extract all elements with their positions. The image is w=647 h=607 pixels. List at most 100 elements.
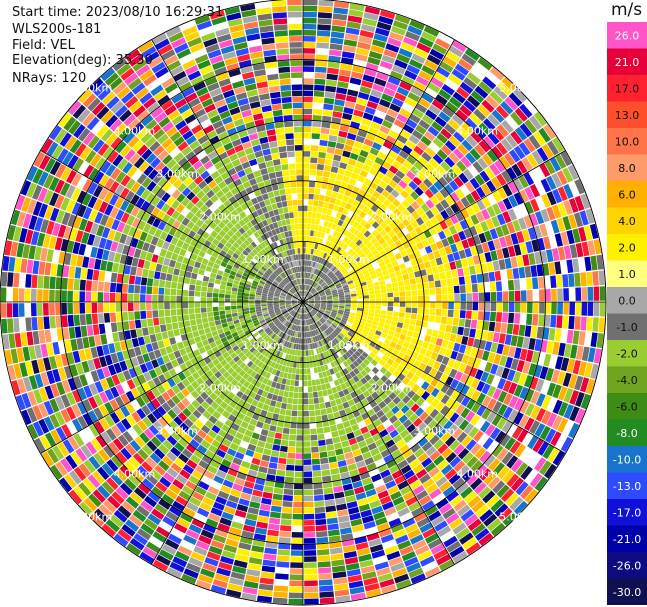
velocity-gate (478, 486, 492, 499)
velocity-gate (352, 449, 362, 457)
velocity-gate (260, 356, 267, 363)
velocity-gate (443, 332, 451, 341)
velocity-gate (295, 319, 299, 325)
velocity-gate (397, 459, 409, 469)
velocity-gate (297, 417, 303, 423)
velocity-gate (267, 294, 274, 298)
velocity-gate (313, 316, 317, 322)
velocity-gate (402, 490, 415, 501)
velocity-gate (391, 124, 402, 134)
velocity-gate (512, 371, 522, 384)
velocity-gate (286, 296, 292, 299)
velocity-gate (50, 383, 60, 398)
velocity-gate (443, 420, 454, 431)
velocity-gate (310, 324, 314, 331)
velocity-gate (118, 263, 125, 274)
velocity-gate (328, 282, 334, 287)
velocity-gate (261, 454, 271, 462)
velocity-gate (410, 258, 418, 266)
velocity-gate (492, 462, 505, 476)
velocity-gate (112, 332, 120, 343)
velocity-gate (520, 302, 527, 313)
velocity-gate (148, 424, 159, 436)
velocity-gate (435, 401, 445, 412)
velocity-gate (142, 242, 150, 252)
velocity-gate (275, 382, 281, 390)
velocity-gate (292, 304, 298, 307)
velocity-gate (362, 308, 369, 313)
velocity-gate (277, 314, 283, 319)
velocity-gate (508, 312, 515, 324)
velocity-gate (61, 379, 71, 393)
velocity-gate (349, 586, 365, 595)
velocity-gate (96, 345, 104, 357)
velocity-gate (306, 325, 310, 332)
velocity-gate (410, 191, 420, 201)
velocity-gate (490, 522, 506, 537)
velocity-gate (520, 278, 527, 290)
velocity-gate (324, 287, 330, 291)
velocity-gate (392, 198, 401, 208)
velocity-gate (278, 315, 284, 320)
velocity-gate (307, 313, 311, 319)
velocity-gate (279, 304, 286, 307)
velocity-gate (376, 271, 383, 278)
velocity-gate (497, 187, 508, 200)
velocity-gate (421, 391, 430, 401)
velocity-gate (513, 206, 523, 219)
velocity-gate (148, 351, 156, 361)
velocity-gate (218, 392, 227, 401)
velocity-gate (438, 247, 447, 257)
velocity-gate (25, 317, 32, 332)
velocity-gate (541, 143, 554, 159)
velocity-gate (203, 253, 211, 261)
velocity-gate (306, 260, 310, 267)
velocity-gate (67, 290, 73, 302)
velocity-gate (544, 463, 557, 479)
velocity-gate (204, 470, 215, 480)
velocity-gate (442, 172, 453, 184)
velocity-gate (304, 580, 318, 587)
velocity-gate (329, 462, 339, 469)
velocity-gate (303, 471, 313, 478)
velocity-gate (79, 291, 86, 302)
velocity-gate (312, 385, 318, 392)
velocity-gate (44, 157, 56, 173)
velocity-gate (345, 562, 360, 571)
velocity-gate (179, 233, 188, 242)
velocity-gate (489, 90, 504, 105)
velocity-gate (353, 109, 364, 118)
velocity-gate (340, 527, 352, 535)
velocity-gate (376, 72, 389, 81)
velocity-gate (518, 175, 529, 189)
velocity-gate (215, 528, 229, 538)
velocity-gate (454, 293, 460, 302)
velocity-gate (235, 554, 249, 563)
velocity-gate (318, 310, 325, 314)
velocity-gate (308, 355, 313, 362)
velocity-gate (389, 31, 404, 42)
velocity-gate (535, 378, 545, 392)
velocity-gate (344, 292, 351, 296)
velocity-gate (30, 231, 40, 246)
velocity-gate (379, 229, 387, 237)
velocity-gate (37, 289, 43, 302)
velocity-gate (516, 255, 524, 267)
velocity-gate (309, 279, 313, 286)
velocity-gate (307, 279, 311, 285)
velocity-gate (320, 325, 326, 331)
velocity-gate (74, 267, 82, 279)
velocity-gate (593, 286, 600, 301)
velocity-gate (245, 449, 255, 457)
velocity-gate (307, 211, 313, 218)
velocity-gate (339, 355, 346, 363)
velocity-gate (480, 420, 491, 433)
velocity-gate (213, 534, 227, 544)
velocity-gate (304, 313, 307, 320)
velocity-gate (285, 409, 292, 416)
velocity-gate (212, 297, 219, 302)
velocity-gate (314, 262, 318, 268)
velocity-gate (285, 300, 291, 302)
velocity-gate (290, 336, 294, 343)
velocity-gate (227, 260, 235, 267)
